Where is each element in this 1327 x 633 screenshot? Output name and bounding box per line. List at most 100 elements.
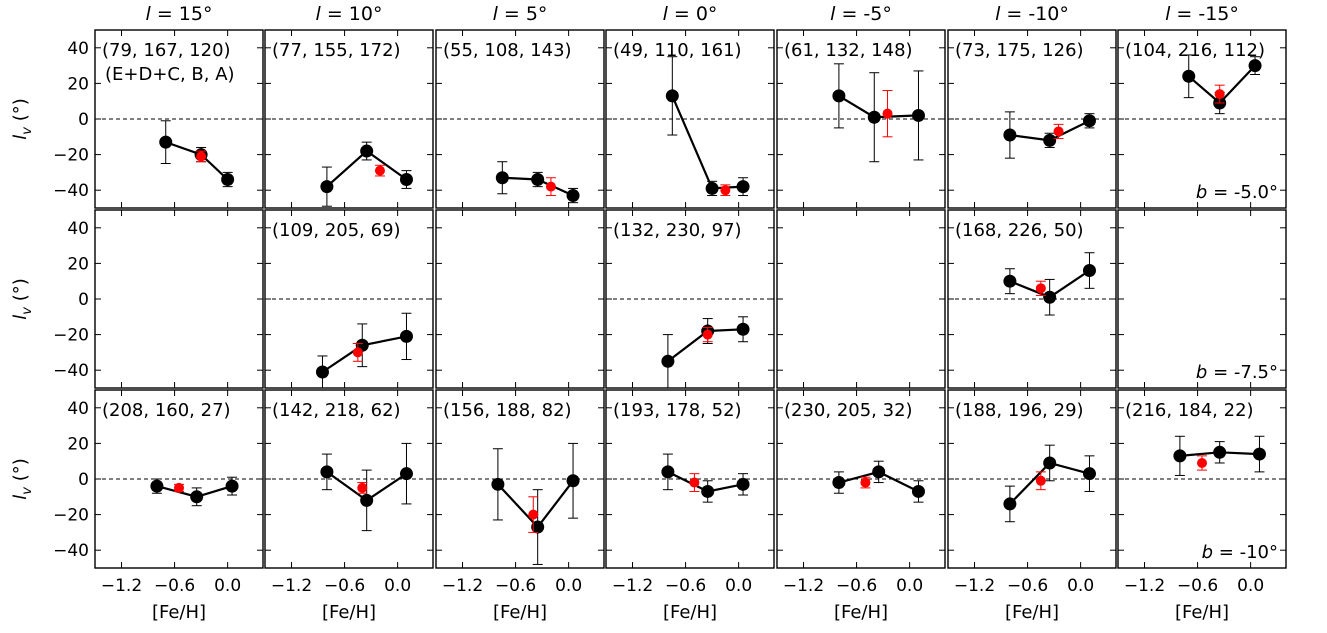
data-point xyxy=(399,173,413,187)
x-tick-label: 0.0 xyxy=(384,576,411,596)
all-stars-point xyxy=(528,509,539,520)
x-tick-label: −1.2 xyxy=(442,576,483,596)
data-point xyxy=(1003,128,1017,142)
x-tick-label: −1.2 xyxy=(612,576,653,596)
data-point xyxy=(1252,447,1266,461)
data-point xyxy=(221,173,235,187)
data-point xyxy=(1043,290,1057,304)
data-point xyxy=(832,89,846,103)
y-axis-label: lv (°) xyxy=(10,458,35,500)
data-point xyxy=(190,490,204,504)
data-point xyxy=(531,520,545,534)
data-point xyxy=(1213,445,1227,459)
all-stars-point xyxy=(1053,126,1064,137)
x-axis-label: [Fe/H] xyxy=(1005,602,1059,623)
counts-annotation: (132, 230, 97) xyxy=(613,220,742,241)
all-stars-point xyxy=(702,329,713,340)
data-point xyxy=(1248,59,1262,73)
data-point xyxy=(531,173,545,187)
data-point xyxy=(1173,449,1187,463)
counts-annotation: (230, 205, 32) xyxy=(784,400,913,421)
data-point xyxy=(360,144,374,158)
data-point xyxy=(1082,264,1096,278)
data-point xyxy=(705,181,719,195)
x-axis-label: [Fe/H] xyxy=(834,602,888,623)
data-point xyxy=(832,476,846,490)
x-tick-label: −0.6 xyxy=(1007,576,1048,596)
panel-r0-c3: (49, 110, 161) xyxy=(605,29,775,209)
counts-annotation: (193, 178, 52) xyxy=(613,400,742,421)
data-point xyxy=(315,365,329,379)
data-point xyxy=(1182,69,1196,83)
x-tick-label: −1.2 xyxy=(783,576,824,596)
all-stars-point xyxy=(357,482,368,493)
data-point xyxy=(661,354,675,368)
all-stars-point xyxy=(545,181,556,192)
y-tick-label: −20 xyxy=(53,146,89,166)
data-point xyxy=(872,465,886,479)
counts-annotation: (168, 226, 50) xyxy=(955,220,1084,241)
data-point xyxy=(225,479,239,493)
panel-r1-c2 xyxy=(435,209,605,389)
y-tick-label: −20 xyxy=(53,326,89,346)
data-point xyxy=(320,465,334,479)
data-point xyxy=(867,110,881,124)
data-point xyxy=(911,484,925,498)
data-point xyxy=(661,465,675,479)
y-tick-label: 0 xyxy=(78,110,89,130)
data-point xyxy=(566,474,580,488)
panel-r0-c2: (55, 108, 143) xyxy=(435,29,605,209)
panel-r2-c2: −1.2 −0.6 0.0 [Fe/H] (156, 188, 82) xyxy=(435,389,605,623)
data-point xyxy=(320,180,334,194)
y-tick-label: 40 xyxy=(67,39,89,59)
y-tick-label: 40 xyxy=(67,399,89,419)
y-tick-label: 0 xyxy=(78,470,89,490)
x-tick-label: −1.2 xyxy=(271,576,312,596)
y-axis-label: lv (°) xyxy=(10,98,35,140)
panel-r1-c4 xyxy=(776,209,946,389)
all-stars-point xyxy=(196,151,207,162)
data-point xyxy=(736,322,750,336)
data-point xyxy=(1003,497,1017,511)
all-stars-point xyxy=(374,165,385,176)
all-stars-point xyxy=(1035,283,1046,294)
panel-r1-c6: b = -7.5° xyxy=(1117,209,1287,389)
panel-r1-c1: (109, 205, 69) xyxy=(264,209,434,389)
data-point xyxy=(701,484,715,498)
column-title: l = 0° xyxy=(663,3,718,25)
data-point xyxy=(1043,133,1057,147)
all-stars-point xyxy=(1035,475,1046,486)
all-stars-point xyxy=(1197,457,1207,468)
x-tick-label: −1.2 xyxy=(954,576,995,596)
all-stars-point xyxy=(352,347,363,358)
counts-annotation: (61, 132, 148) xyxy=(784,40,913,61)
row-title: b = -5.0° xyxy=(1196,182,1278,203)
row-title: b = -10° xyxy=(1202,542,1278,563)
counts-annotation: (208, 160, 27) xyxy=(102,400,231,421)
y-tick-label: 20 xyxy=(67,434,89,454)
data-point xyxy=(1043,456,1057,470)
counts-annotation: (156, 188, 82) xyxy=(443,400,572,421)
data-point xyxy=(491,477,505,491)
x-axis-label: [Fe/H] xyxy=(493,602,547,623)
data-point xyxy=(736,180,750,194)
all-stars-point xyxy=(174,482,184,493)
data-point xyxy=(495,171,509,185)
panel-r1-c0: −40 −20 0 20 40 xyxy=(53,209,264,389)
x-axis-label: [Fe/H] xyxy=(1175,602,1229,623)
data-point xyxy=(736,477,750,491)
panel-r2-c1: −1.2 −0.6 0.0 [Fe/H] (142, 218, 62) xyxy=(264,389,434,623)
data-point xyxy=(1082,114,1096,128)
panel-r0-c1: (77, 155, 172) xyxy=(264,29,434,209)
all-stars-point xyxy=(860,477,871,488)
panel-r2-c6: −1.2 −0.6 0.0 [Fe/H] (216, 184, 22) b = -10° xyxy=(1117,389,1287,623)
x-axis-label: [Fe/H] xyxy=(322,602,376,623)
x-tick-label: −1.2 xyxy=(1124,576,1165,596)
counts-annotation: (188, 196, 29) xyxy=(955,400,1084,421)
y-tick-label: 40 xyxy=(67,219,89,239)
counts-legend: (E+D+C, B, A) xyxy=(105,64,235,85)
counts-annotation: (104, 216, 112) xyxy=(1125,40,1265,61)
panel-r0-c0: −40 −20 0 20 40 (79, 167, 120) (E+D+C, B, A) xyxy=(53,29,264,209)
x-tick-label: −0.6 xyxy=(324,576,365,596)
data-point xyxy=(1082,467,1096,481)
